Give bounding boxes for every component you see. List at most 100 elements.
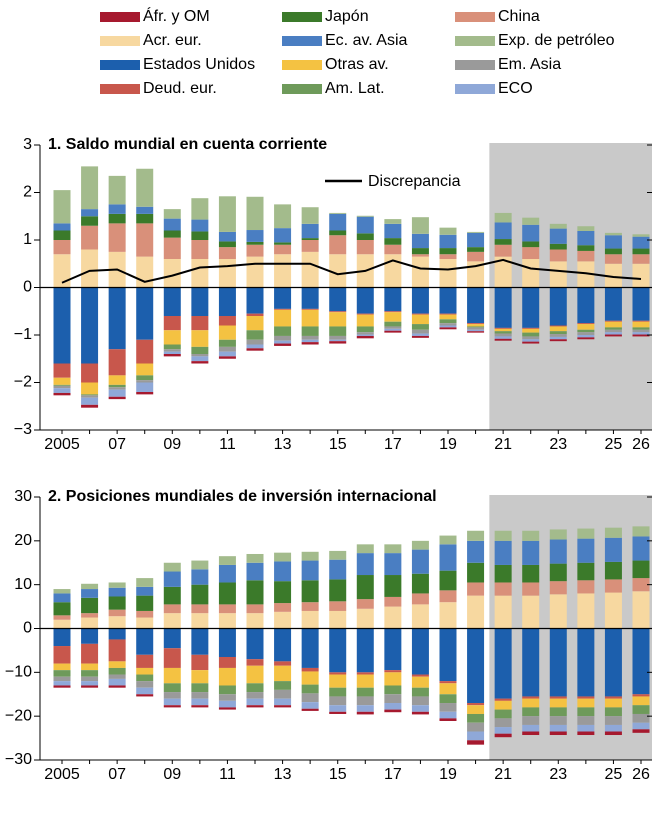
legend-swatch	[455, 36, 495, 46]
y-tick-label: 30	[14, 488, 32, 505]
bar-segment	[577, 335, 595, 338]
bar-segment	[191, 259, 209, 288]
bar-segment	[108, 349, 126, 376]
bar-segment	[632, 694, 650, 697]
bar-segment	[604, 527, 622, 538]
bar-segment	[577, 593, 595, 629]
bar-segment	[274, 254, 292, 288]
bar-segment	[411, 248, 429, 255]
bar-segment	[577, 250, 595, 262]
bar-segment	[136, 610, 154, 618]
panel-title: 2. Posiciones mundiales de inversión int…	[48, 488, 437, 505]
bar-segment	[467, 329, 485, 332]
bar-segment	[108, 396, 126, 400]
bar-segment	[301, 551, 319, 561]
bar-segment	[356, 240, 374, 255]
bar-segment	[356, 575, 374, 600]
bar-segment	[163, 354, 181, 357]
bar-segment	[632, 591, 650, 629]
bar-segment	[53, 392, 71, 396]
bar-segment	[81, 225, 99, 250]
bar-segment	[218, 564, 236, 583]
bar-segment	[329, 230, 347, 236]
bar-segment	[604, 334, 622, 337]
panel-title: 1. Saldo mundial en cuenta corriente	[48, 136, 327, 153]
bar-segment	[274, 689, 292, 699]
bar-segment	[522, 339, 540, 342]
bar-segment	[384, 694, 402, 704]
bar-segment	[604, 235, 622, 249]
x-tick-label: 23	[549, 436, 567, 453]
bar-segment	[439, 248, 457, 255]
bar-segment	[384, 703, 402, 710]
bar-segment	[329, 687, 347, 697]
bar-segment	[439, 544, 457, 571]
legend-label: Áfr. y OM	[143, 6, 210, 25]
x-tick-label: 26	[632, 436, 650, 453]
y-tick-label: 10	[14, 576, 32, 593]
bar-segment	[136, 168, 154, 207]
x-tick-label: 17	[384, 436, 402, 453]
bar-segment	[53, 384, 71, 386]
bar-segment	[411, 705, 429, 712]
bar-segment	[632, 705, 650, 714]
bar-segment	[439, 602, 457, 629]
bar-segment	[632, 560, 650, 579]
bar-segment	[384, 575, 402, 597]
bar-segment	[384, 553, 402, 576]
bar-segment	[136, 256, 154, 288]
bar-segment	[384, 321, 402, 327]
bar-segment	[53, 385, 71, 389]
bar-segment	[136, 287, 154, 340]
bar-segment	[632, 713, 650, 723]
bar-segment	[53, 223, 71, 231]
bar-segment	[163, 613, 181, 629]
bar-segment	[549, 287, 567, 326]
bar-segment	[356, 608, 374, 629]
bar-segment	[108, 223, 126, 252]
bar-segment	[191, 569, 209, 585]
x-tick-label: 23	[549, 766, 567, 783]
x-tick-label: 17	[384, 766, 402, 783]
bar-segment	[384, 219, 402, 224]
bar-segment	[163, 330, 181, 345]
legend-label: Estados Unidos	[143, 56, 255, 73]
bar-segment	[53, 602, 71, 616]
bar-segment	[522, 628, 540, 697]
line-legend-label: Discrepancia	[368, 173, 461, 190]
bar-segment	[81, 166, 99, 210]
bar-segment	[632, 254, 650, 264]
bar-segment	[522, 716, 540, 725]
bar-segment	[439, 535, 457, 545]
bar-segment	[246, 604, 264, 614]
bar-segment	[604, 698, 622, 708]
bar-segment	[439, 681, 457, 684]
bar-segment	[549, 707, 567, 717]
bar-segment	[411, 314, 429, 325]
bar-segment	[439, 683, 457, 695]
bar-segment	[218, 339, 236, 347]
bar-segment	[301, 309, 319, 327]
bar-segment	[494, 244, 512, 257]
x-tick-label: 11	[219, 436, 236, 453]
x-tick-label: 26	[632, 766, 650, 783]
bar-segment	[108, 175, 126, 205]
bar-segment	[274, 244, 292, 255]
legend-swatch	[455, 84, 495, 94]
legend-swatch	[282, 60, 322, 70]
bar-segment	[246, 287, 264, 314]
bar-segment	[191, 231, 209, 240]
bar-segment	[411, 540, 429, 550]
bar-segment	[246, 628, 264, 660]
bar-segment	[549, 336, 567, 340]
bar-segment	[163, 259, 181, 288]
bar-segment	[329, 559, 347, 580]
legend-swatch	[100, 84, 140, 94]
bar-segment	[549, 243, 567, 250]
bar-segment	[108, 596, 126, 610]
bar-segment	[439, 628, 457, 682]
projection-shade	[489, 495, 652, 760]
bar-segment	[329, 579, 347, 602]
bar-segment	[329, 550, 347, 560]
bar-segment	[329, 312, 347, 327]
